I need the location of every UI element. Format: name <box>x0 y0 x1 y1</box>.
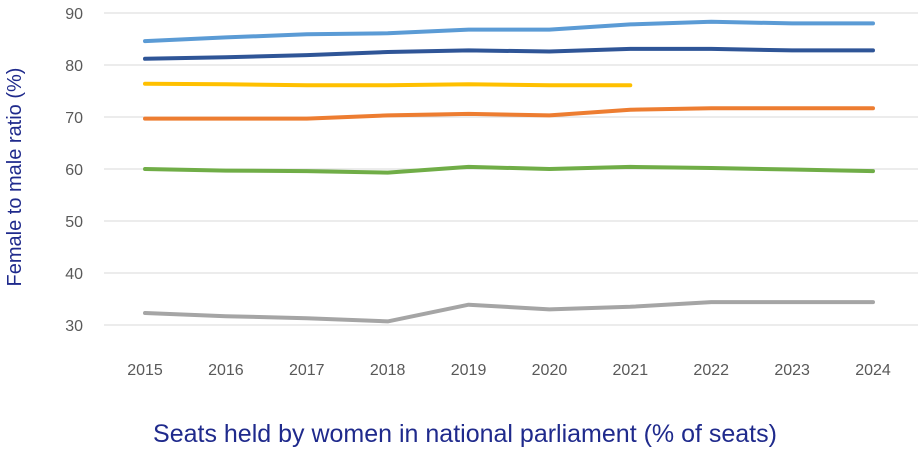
x-tick-label: 2017 <box>289 362 325 379</box>
y-tick-label: 70 <box>65 110 83 127</box>
y-tick-label: 60 <box>65 162 83 179</box>
x-tick-label: 2024 <box>855 362 891 379</box>
x-tick-label: 2022 <box>693 362 729 379</box>
y-tick-label: 80 <box>65 58 83 75</box>
x-tick-label: 2020 <box>532 362 568 379</box>
x-tick-label: 2016 <box>208 362 244 379</box>
series-line-2 <box>143 46 875 61</box>
y-axis-label: Female to male ratio (%) <box>4 68 26 287</box>
series-lines <box>143 19 875 324</box>
x-axis-ticks: 2015 2016 2017 2018 2019 2020 2021 2022 2023 2024 <box>127 362 891 379</box>
y-tick-label: 50 <box>65 214 83 231</box>
y-axis-ticks: 30 40 50 60 70 80 90 <box>65 6 83 335</box>
x-tick-label: 2018 <box>370 362 406 379</box>
y-tick-label: 40 <box>65 266 83 283</box>
x-tick-label: 2019 <box>451 362 487 379</box>
series-line-4 <box>143 106 875 121</box>
series-line-6 <box>143 300 875 324</box>
series-line-1 <box>143 19 875 44</box>
series-line-5 <box>143 164 875 175</box>
y-tick-label: 90 <box>65 6 83 23</box>
x-tick-label: 2023 <box>774 362 810 379</box>
y-tick-label: 30 <box>65 318 83 335</box>
x-tick-label: 2021 <box>613 362 649 379</box>
x-axis-label: Seats held by women in national parliame… <box>153 420 777 448</box>
series-line-3 <box>143 81 633 88</box>
x-tick-label: 2015 <box>127 362 163 379</box>
